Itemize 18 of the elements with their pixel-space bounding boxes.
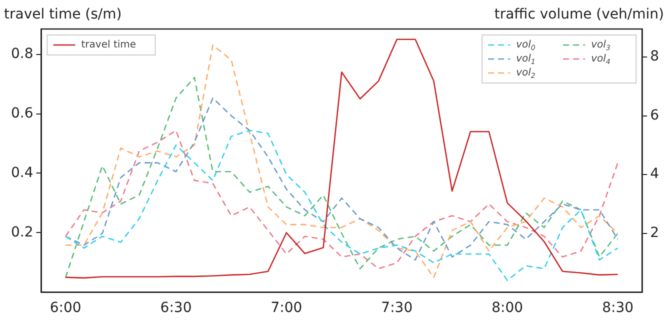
x-tick-label: 7:00 (270, 300, 302, 316)
y-axis-title: travel time (s/m) (4, 6, 122, 23)
y2-tick-label: 8 (650, 48, 660, 65)
x-tick-label: 8:00 (492, 300, 524, 316)
y2-tick-label: 6 (650, 107, 660, 124)
legend-label: travel time (81, 40, 136, 51)
y2-tick-label: 4 (650, 166, 660, 182)
x-tick-label: 6:00 (50, 300, 82, 316)
x-tick-label: 8:30 (602, 300, 634, 316)
x-tick-label: 7:30 (381, 300, 413, 316)
line-series (64, 97, 618, 260)
y-tick-label: 0.2 (11, 224, 34, 240)
x-tick-label: 6:30 (160, 300, 192, 316)
y-tick-label: 0.8 (11, 46, 34, 62)
y2-axis-title: traffic volume (veh/min) (494, 6, 664, 23)
y-tick-label: 0.4 (11, 164, 34, 181)
y-tick-label: 0.6 (11, 105, 34, 122)
y2-tick-label: 2 (650, 225, 660, 242)
